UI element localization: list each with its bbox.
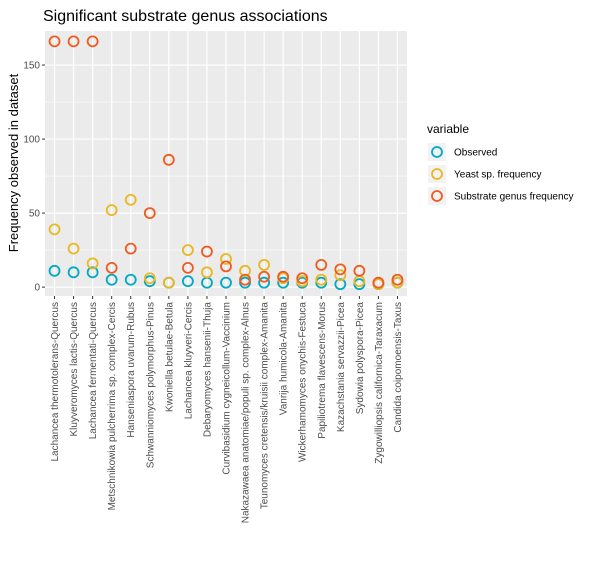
x-tick-label: Vanrija humicola-Amanita: [279, 302, 290, 416]
data-point: [143, 207, 156, 219]
data-point: [353, 264, 366, 277]
x-tick-label: Schwanniomyces polymorphus-Pinus: [145, 302, 156, 468]
x-tick-label: Lachancea fermentati-Quercus: [88, 302, 99, 439]
data-point: [86, 35, 99, 48]
data-point: [124, 242, 137, 255]
data-point: [315, 259, 328, 271]
data-point: [239, 264, 251, 277]
x-tick-label: Curvibasidium cygneicollum-Vaccinium: [222, 302, 233, 475]
data-point: [372, 276, 385, 289]
data-point: [143, 272, 156, 285]
series-2: [48, 193, 404, 291]
data-point: [48, 264, 61, 277]
legend-items: Observed Yeast sp. frequency Substrate gen…: [428, 143, 574, 205]
data-point: [334, 269, 347, 282]
x-tick-label: Wickerhamomyces onychis-Festuca: [298, 302, 309, 462]
legend-item: Observed: [428, 143, 497, 161]
data-point: [201, 266, 213, 279]
data-point: [258, 259, 271, 271]
y-axis-ticks: 0 50 100 150: [23, 61, 45, 294]
legend-item: Yeast sp. frequency: [428, 165, 541, 183]
series-layer: [48, 35, 404, 291]
y-tick-label: 100: [23, 135, 40, 146]
data-point: [258, 270, 271, 283]
legend: variable Observed Yeast sp. frequency Subs…: [427, 122, 574, 205]
data-point: [162, 153, 175, 166]
x-tick-label: Papiliotrema flavescens-Morus: [317, 302, 328, 439]
x-tick-label: Candida coipomoensis-Taxus: [393, 302, 404, 433]
x-tick-label: Lachancea thermotolerans-Quercus: [50, 302, 61, 462]
legend-label: Observed: [454, 148, 497, 159]
x-axis-ticks: Lachancea thermotolerans-Quercus Kluyvero…: [50, 296, 404, 523]
data-point: [67, 35, 80, 48]
data-point: [220, 260, 232, 273]
legend-key: [428, 165, 446, 183]
data-point: [296, 272, 309, 285]
data-point: [48, 223, 61, 236]
data-point: [239, 273, 251, 286]
data-point: [201, 245, 213, 258]
data-point: [86, 257, 99, 270]
x-tick-label: Teunomyces cretensis/kruisii complex-Ama…: [260, 302, 271, 510]
y-tick-label: 150: [23, 61, 40, 72]
data-point: [277, 270, 290, 283]
x-tick-label: Kluyveromyces lactis-Quercus: [69, 302, 80, 436]
data-point: [181, 244, 194, 257]
legend-key: [428, 187, 446, 205]
data-point: [162, 276, 175, 289]
data-point: [105, 204, 118, 217]
data-point: [105, 273, 118, 286]
data-point: [124, 193, 137, 206]
data-point: [67, 242, 80, 255]
data-point: [67, 266, 80, 279]
legend-title: variable: [427, 122, 469, 136]
x-tick-label: Metschnikowia pulcherrima sp. complex-Ce…: [107, 302, 118, 510]
data-point: [48, 35, 61, 48]
legend-key: [428, 143, 446, 161]
legend-marker: [431, 190, 443, 202]
legend-marker: [431, 168, 443, 180]
x-tick-label: Nakazawaea anatomiae/populi sp. complex-…: [241, 302, 252, 523]
x-tick-label: Hanseniaspora uvarum-Rubus: [126, 302, 137, 438]
legend-marker: [431, 146, 443, 158]
x-tick-label: Zygowilliopsis californica-Taraxacum: [374, 302, 385, 464]
legend-label: Yeast sp. frequency: [454, 170, 541, 181]
legend-item: Substrate genus frequency: [428, 187, 574, 205]
y-axis-title: Frequency observed in dataset: [6, 73, 21, 252]
data-point: [334, 278, 347, 291]
data-point: [181, 275, 194, 288]
data-point: [124, 273, 137, 286]
x-tick-label: Debaryomyces hansenii-Thuja: [202, 302, 213, 438]
x-tick-label: Kazachstania servazzii-Picea: [336, 302, 347, 432]
x-tick-label: Lachancea kluyveri-Cercis: [183, 302, 194, 419]
data-point: [86, 266, 99, 279]
x-tick-label: Sydowia polyspora-Picea: [355, 302, 366, 415]
x-tick-label: Kwoniella betulae-Betula: [164, 302, 175, 413]
grid-major: [45, 31, 407, 296]
legend-label: Substrate genus frequency: [454, 192, 574, 203]
data-point: [334, 263, 347, 276]
data-point: [391, 273, 404, 286]
data-point: [181, 261, 194, 274]
data-point: [277, 276, 290, 289]
chart-title: Significant substrate genus associations: [43, 8, 328, 25]
y-tick-label: 0: [34, 283, 40, 294]
data-point: [220, 253, 232, 265]
data-point: [315, 273, 328, 286]
series-3: [48, 35, 404, 289]
data-point: [220, 276, 232, 289]
y-tick-label: 50: [29, 209, 41, 220]
data-point: [105, 261, 118, 274]
data-point: [258, 276, 271, 289]
